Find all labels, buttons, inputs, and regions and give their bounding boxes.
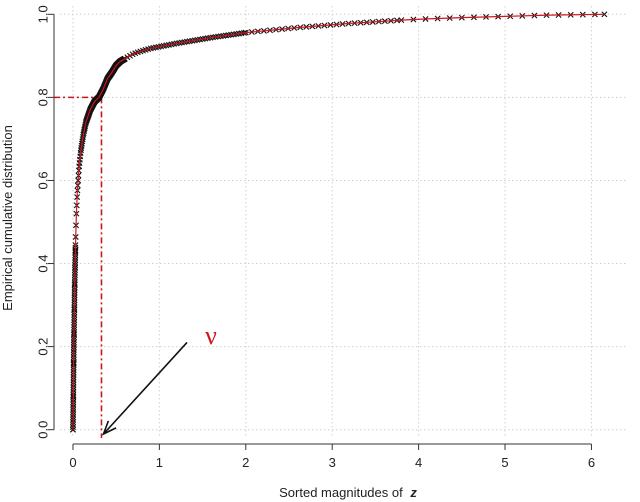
x-tick-label: 6 (588, 455, 595, 470)
y-tick-label: 0.8 (36, 88, 51, 106)
x-axis-label: Sorted magnitudes of z (279, 485, 417, 500)
y-tick-label: 0.6 (36, 171, 51, 189)
ecdf-line (72, 13, 605, 430)
threshold-lines (54, 96, 103, 438)
grid-lines (60, 6, 626, 438)
nu-label: ν (205, 321, 217, 350)
ecdf-markers (69, 11, 608, 433)
axis-ticks: 0 1 2 3 4 5 6 0.0 0.2 0.4 0.6 0.8 1.0 (36, 5, 596, 470)
x-tick-label: 4 (415, 455, 422, 470)
arrow-shaft (102, 341, 188, 435)
y-tick-label: 0.2 (36, 338, 51, 356)
y-tick-label: 1.0 (36, 5, 51, 23)
x-tick-label: 2 (242, 455, 249, 470)
arrow-head (102, 420, 117, 436)
ecdf-series (69, 11, 608, 433)
x-tick-label: 1 (156, 455, 163, 470)
x-tick-label: 0 (69, 455, 76, 470)
nu-arrow (102, 341, 188, 436)
y-axis-label: Empirical cumulative distribution (0, 125, 15, 311)
x-tick-label: 3 (329, 455, 336, 470)
x-tick-label: 5 (501, 455, 508, 470)
x-axis-label-text: Sorted magnitudes of (279, 485, 403, 500)
y-tick-label: 0.0 (36, 421, 51, 439)
y-tick-label: 0.4 (36, 254, 51, 272)
x-axis-label-var: z (409, 485, 417, 500)
